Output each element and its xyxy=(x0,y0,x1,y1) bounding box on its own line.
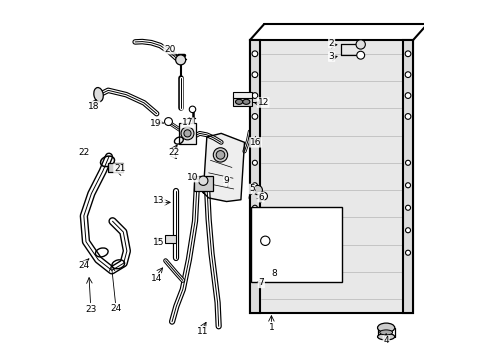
Bar xyxy=(164,235,176,243)
Text: 19: 19 xyxy=(150,119,162,128)
Circle shape xyxy=(251,51,257,57)
Circle shape xyxy=(216,150,224,159)
Text: 15: 15 xyxy=(152,238,164,247)
Circle shape xyxy=(213,148,227,162)
Text: 12: 12 xyxy=(257,98,268,107)
Text: 2: 2 xyxy=(328,39,334,48)
Bar xyxy=(249,40,260,313)
Bar xyxy=(107,163,122,172)
Circle shape xyxy=(181,127,194,140)
Ellipse shape xyxy=(377,323,394,332)
Text: 3: 3 xyxy=(328,52,334,61)
Circle shape xyxy=(355,40,365,49)
Text: 23: 23 xyxy=(85,305,96,314)
Circle shape xyxy=(252,160,257,165)
Circle shape xyxy=(405,72,410,77)
Text: 14: 14 xyxy=(150,274,162,283)
Bar xyxy=(193,176,213,191)
Circle shape xyxy=(253,185,262,195)
Circle shape xyxy=(251,72,257,77)
Circle shape xyxy=(405,250,410,255)
Bar xyxy=(402,40,412,313)
Text: 6: 6 xyxy=(258,193,264,202)
Ellipse shape xyxy=(242,99,249,104)
Text: 24: 24 xyxy=(79,261,90,270)
Text: 8: 8 xyxy=(270,269,276,278)
Text: 5: 5 xyxy=(248,184,254,193)
Bar xyxy=(250,207,342,282)
Circle shape xyxy=(405,205,410,210)
Circle shape xyxy=(251,93,257,98)
Text: 1: 1 xyxy=(268,323,274,332)
Circle shape xyxy=(251,114,257,119)
Circle shape xyxy=(164,118,172,126)
Ellipse shape xyxy=(379,330,392,335)
Circle shape xyxy=(405,160,410,165)
Text: 10: 10 xyxy=(187,173,198,182)
Bar xyxy=(233,96,251,107)
Circle shape xyxy=(252,205,257,210)
Ellipse shape xyxy=(235,99,242,104)
Circle shape xyxy=(252,250,257,255)
Text: 17: 17 xyxy=(182,118,193,127)
Text: 9: 9 xyxy=(223,176,229,185)
Text: 22: 22 xyxy=(79,148,90,157)
Circle shape xyxy=(405,114,410,119)
Text: 11: 11 xyxy=(196,327,208,336)
Text: 22: 22 xyxy=(167,148,179,157)
Circle shape xyxy=(189,106,195,113)
Circle shape xyxy=(356,51,364,59)
Text: 24: 24 xyxy=(110,304,121,313)
Circle shape xyxy=(175,55,185,65)
Circle shape xyxy=(198,176,207,185)
Text: 16: 16 xyxy=(249,138,261,147)
Circle shape xyxy=(252,183,257,188)
Text: 13: 13 xyxy=(153,196,164,205)
Circle shape xyxy=(259,192,267,200)
Text: 18: 18 xyxy=(88,102,100,111)
Bar xyxy=(178,123,196,144)
Circle shape xyxy=(405,93,410,98)
Ellipse shape xyxy=(94,87,103,102)
Text: 7: 7 xyxy=(258,278,264,287)
Polygon shape xyxy=(203,134,244,202)
Text: 20: 20 xyxy=(164,45,175,54)
Circle shape xyxy=(405,228,410,233)
Ellipse shape xyxy=(377,333,394,340)
Circle shape xyxy=(405,183,410,188)
Circle shape xyxy=(183,130,191,137)
Bar xyxy=(249,40,412,313)
Circle shape xyxy=(252,228,257,233)
Bar xyxy=(233,93,251,98)
Text: 21: 21 xyxy=(114,164,125,173)
Text: 4: 4 xyxy=(383,336,388,345)
Circle shape xyxy=(405,51,410,57)
